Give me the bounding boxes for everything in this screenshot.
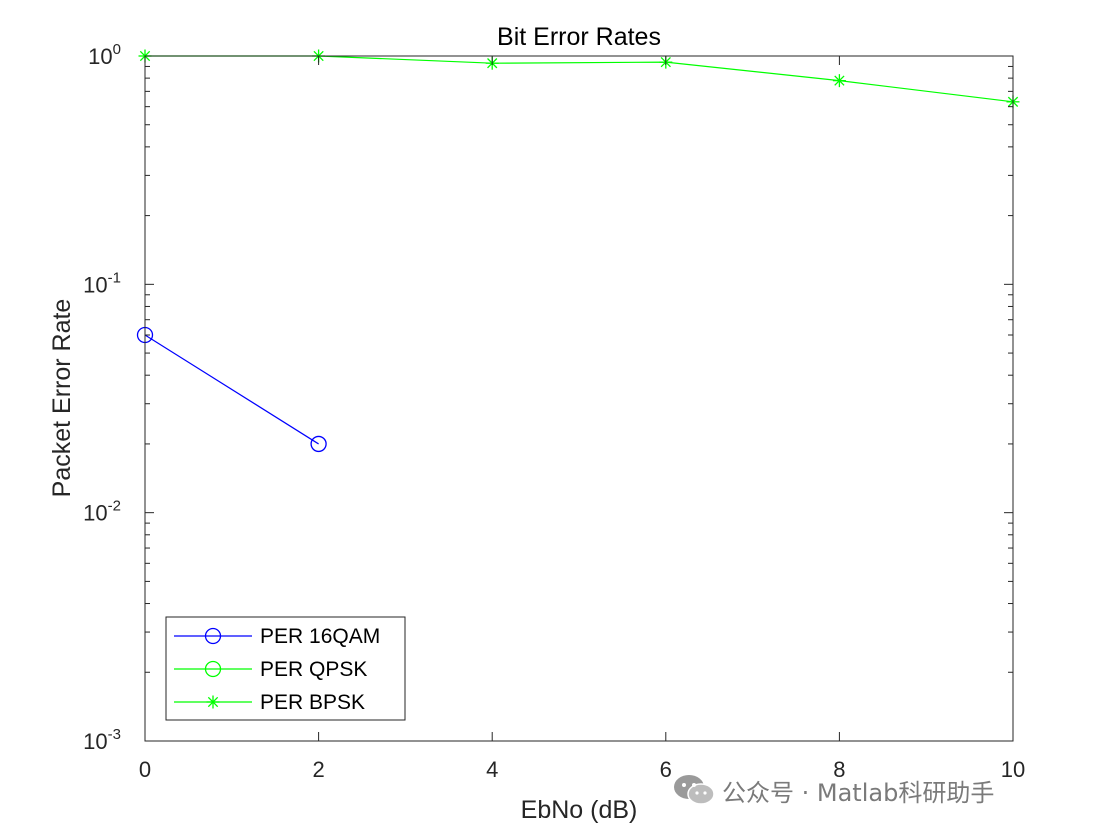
x-tick-label: 0 <box>139 757 151 782</box>
legend-label: PER BPSK <box>260 691 365 714</box>
y-tick-label-base: 10 <box>83 501 107 526</box>
x-tick-label: 8 <box>833 757 845 782</box>
series-line-per-16qam <box>144 334 319 445</box>
y-tick-label: 10-1 <box>83 269 121 297</box>
legend-entry-per-bpsk: PER BPSK <box>174 691 365 714</box>
x-tick-label: 6 <box>660 757 672 782</box>
legend-marker <box>204 627 222 645</box>
data-point-per-bpsk <box>832 74 846 88</box>
y-tick-label-base: 10 <box>83 729 107 754</box>
ticks <box>144 55 1014 742</box>
legend-entry-per-qpsk: PER QPSK <box>174 658 367 681</box>
legend-marker <box>204 660 222 678</box>
y-tick-label: 10-2 <box>83 498 121 526</box>
data-point-per-16qam <box>310 435 327 453</box>
x-tick-label: 10 <box>1001 757 1025 782</box>
axes-box <box>144 55 1014 742</box>
y-tick-label-exponent: -2 <box>108 498 121 515</box>
chart-title: Bit Error Rates <box>497 23 661 51</box>
y-tick-label: 100 <box>88 41 121 69</box>
y-tick-label: 10-3 <box>83 726 121 754</box>
y-tick-label-base: 10 <box>88 44 112 69</box>
wechat-icon <box>674 775 715 805</box>
y-tick-label-exponent: -1 <box>108 269 121 286</box>
y-tick-label-exponent: -3 <box>108 726 121 743</box>
y-tick-label-exponent: 0 <box>113 41 121 58</box>
x-tick-label: 2 <box>312 757 324 782</box>
legend-marker <box>206 695 220 709</box>
y-tick-label-base: 10 <box>83 272 107 297</box>
watermark: 公众号 · Matlab科研助手 <box>672 770 994 810</box>
legend-entry-per-16qam: PER 16QAM <box>174 625 380 648</box>
x-axis-title: EbNo (dB) <box>521 796 638 824</box>
legend-label: PER 16QAM <box>260 625 380 648</box>
legend: PER 16QAM PER QPSK PER BPSK <box>165 616 406 721</box>
y-axis-title: Packet Error Rate <box>48 299 76 498</box>
x-tick-label: 4 <box>486 757 498 782</box>
legend-label: PER QPSK <box>260 658 367 681</box>
watermark-text: 公众号 · Matlab科研助手 <box>722 778 995 807</box>
